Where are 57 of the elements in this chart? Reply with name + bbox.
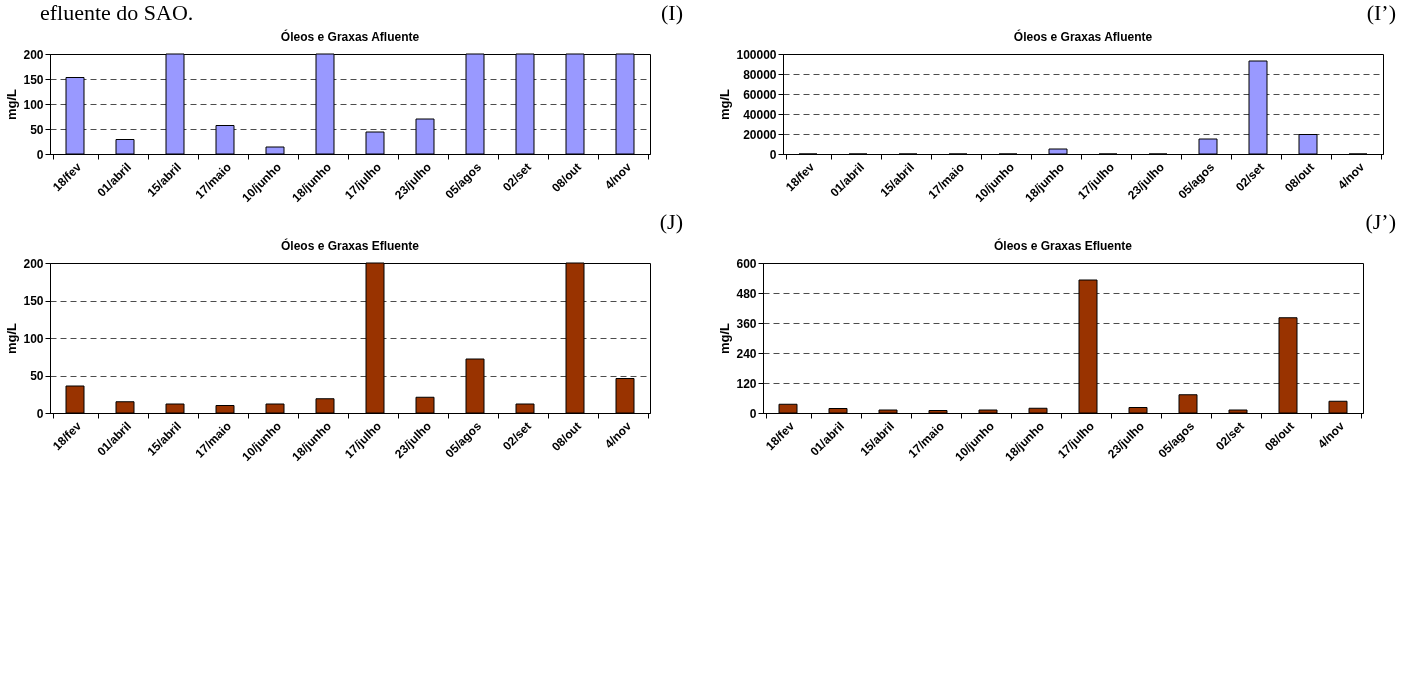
bar [878, 409, 898, 414]
y-tick-label: 60000 [743, 87, 777, 102]
y-tick-label: 360 [736, 316, 757, 331]
bar [515, 403, 535, 414]
bar [1198, 138, 1218, 155]
y-tick-label: 0 [769, 147, 777, 162]
bar [778, 403, 798, 414]
chart-title: Óleos e Graxas Efluente [993, 238, 1133, 253]
y-tick-label: 0 [36, 406, 44, 421]
y-tick-label: 200 [23, 47, 44, 62]
bar [978, 409, 998, 414]
y-tick-label: 0 [36, 147, 44, 162]
y-tick-label: 0 [749, 406, 757, 421]
bar [115, 139, 135, 155]
y-tick-label: 100000 [736, 47, 777, 62]
chart-title: Óleos e Graxas Afluente [280, 29, 420, 44]
y-tick-label: 100 [23, 331, 44, 346]
y-axis-title: mg/L [4, 88, 20, 121]
chart-title: Óleos e Graxas Efluente [280, 238, 420, 253]
y-tick-label: 150 [23, 72, 44, 87]
y-axis-title: mg/L [717, 88, 733, 121]
y-tick-label: 50 [30, 122, 44, 137]
y-tick-label: 20000 [743, 127, 777, 142]
y-tick-label: 480 [736, 286, 757, 301]
bar [415, 396, 435, 414]
bar [828, 408, 848, 414]
y-axis-title: mg/L [717, 322, 733, 355]
bar [928, 410, 948, 414]
text: (J) [659, 209, 683, 235]
y-tick-label: 150 [23, 294, 44, 308]
text: (J’) [1365, 209, 1396, 235]
bar [115, 401, 135, 414]
bar [1048, 148, 1068, 155]
y-tick-label: 600 [736, 256, 757, 271]
y-tick-label: 80000 [743, 67, 777, 82]
bar [65, 385, 85, 414]
y-tick-label: 200 [23, 256, 44, 271]
text: efluente do SAO. [40, 0, 194, 26]
bar [165, 403, 185, 414]
bar [1028, 407, 1048, 414]
y-axis-title: mg/L [4, 322, 20, 355]
y-tick-label: 120 [736, 376, 757, 391]
bar [265, 403, 285, 414]
text: (I) [661, 0, 683, 26]
bar [1128, 407, 1148, 414]
bar [1228, 409, 1248, 414]
bar [215, 405, 235, 414]
chart-title: Óleos e Graxas Afluente [1013, 29, 1153, 44]
y-tick-label: 100 [23, 97, 44, 112]
y-tick-label: 40000 [743, 107, 777, 122]
y-tick-label: 50 [30, 369, 44, 383]
y-tick-label: 240 [736, 346, 757, 361]
bar [1328, 400, 1348, 414]
bar [315, 398, 335, 414]
text: (I’) [1366, 0, 1396, 26]
bar [1178, 394, 1198, 414]
bar [265, 146, 285, 155]
